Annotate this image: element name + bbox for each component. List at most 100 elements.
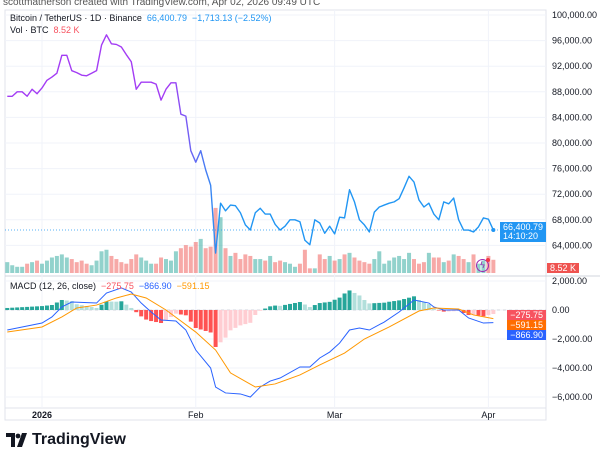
macd-histogram-bar (412, 296, 416, 310)
macd-histogram-bar (243, 310, 248, 325)
macd-histogram-bar (268, 306, 273, 310)
volume-bar (74, 262, 79, 273)
macd-histogram-bar (149, 310, 154, 322)
macd-legend: MACD (12, 26, close) −275.75 −866.90 −59… (10, 281, 209, 291)
volume-bar (119, 262, 124, 273)
macd-histogram-bar (59, 299, 64, 310)
volume-bar (456, 255, 461, 273)
macd-histogram-bar (144, 310, 149, 320)
macd-histogram-bar (421, 302, 426, 310)
macd-histogram-bar (397, 300, 402, 310)
time-tick-label: Mar (327, 410, 343, 420)
macd-histogram-bar (54, 302, 59, 310)
volume-bar (278, 260, 283, 273)
macd-histogram-bar (352, 292, 357, 310)
tradingview-logo[interactable]: TradingView (6, 431, 126, 449)
tradingview-logo-icon (6, 433, 27, 447)
macd-histogram-bar (164, 310, 168, 321)
volume-bar (178, 248, 183, 273)
macd-histogram-bar (253, 310, 258, 316)
volume-bar (109, 255, 114, 273)
volume-bar (253, 259, 258, 273)
macd-histogram-bar (347, 290, 352, 310)
macd-histogram-bar (218, 310, 223, 343)
volume-bar (412, 259, 416, 273)
volume-bar (466, 262, 471, 273)
volume-bar (416, 263, 421, 273)
price-tick-label: 64,000.00 (552, 240, 592, 250)
macd-histogram-bar (337, 297, 342, 310)
volume-bar (258, 259, 263, 273)
time-tick-label: 2026 (32, 410, 52, 420)
macd-histogram-bar (183, 310, 188, 316)
macd-hist-tag: −275.75 (507, 310, 546, 320)
macd-histogram-bar (367, 303, 372, 310)
macd-title[interactable]: MACD (12, 26, close) (10, 281, 97, 291)
macd-histogram-bar (89, 307, 94, 310)
volume-bar (35, 260, 40, 273)
macd-histogram-bar (362, 299, 367, 310)
volume-bar (20, 266, 25, 273)
macd-histogram-bar (20, 307, 25, 310)
volume-bar (312, 268, 317, 273)
macd-histogram-bar (317, 303, 322, 310)
macd-line-value: −866.90 (138, 281, 172, 291)
macd-histogram-bar (69, 301, 74, 310)
volume-bar (134, 254, 139, 273)
volume-bar (421, 262, 426, 273)
countdown-timer: 14:10:20 (502, 231, 538, 241)
macd-histogram-bar (322, 302, 327, 310)
macd-histogram-bar (129, 307, 134, 310)
volume-title[interactable]: Vol · BTC (10, 25, 49, 35)
volume-tag: 8.52 K (547, 263, 580, 273)
macd-histogram-bar (35, 306, 40, 310)
volume-bar (198, 238, 203, 273)
macd-histogram-bar (491, 310, 496, 314)
lightning-icon[interactable]: ϟ (476, 259, 489, 272)
macd-tick-label: −6,000.00 (552, 392, 592, 402)
macd-histogram-bar (114, 301, 119, 310)
volume-bar (213, 207, 218, 273)
symbol-title[interactable]: Bitcoin / TetherUS · 1D · Binance (10, 13, 142, 23)
macd-histogram-bar (357, 295, 362, 310)
volume-bar (144, 260, 149, 273)
volume-bar (64, 257, 69, 273)
macd-histogram-bar (288, 303, 292, 310)
macd-histogram-bar (233, 310, 238, 328)
volume-bar (69, 259, 74, 273)
macd-histogram-bar (387, 301, 392, 310)
volume-bar (337, 259, 342, 273)
price-tick-label: 88,000.00 (552, 87, 592, 97)
macd-histogram-bar (292, 302, 297, 310)
macd-histogram-bar (40, 306, 44, 310)
volume-bar (173, 251, 178, 273)
macd-histogram-bar (471, 310, 476, 315)
macd-histogram-bar (228, 310, 233, 331)
price-tick-label: 76,000.00 (552, 164, 592, 174)
volume-bar (89, 265, 94, 273)
macd-tick-label: −4,000.00 (552, 363, 592, 373)
tradingview-wordmark: TradingView (32, 431, 126, 448)
macd-histogram-bar (283, 304, 288, 310)
volume-bar (139, 257, 144, 273)
macd-histogram-bar (312, 305, 317, 310)
price-tick-label: 100,000.00 (552, 10, 597, 20)
macd-histogram-bar (223, 310, 228, 338)
volume-bar (263, 260, 268, 273)
price-tick-label: 68,000.00 (552, 215, 592, 225)
volume-bar (451, 254, 456, 273)
volume-bar (392, 257, 397, 273)
volume-bar (302, 249, 307, 273)
macd-histogram-bar (426, 304, 431, 310)
price-tag: 66,400.79 14:10:20 (499, 222, 546, 242)
macd-histogram-bar (382, 302, 387, 310)
macd-tick-label: 2,000.00 (552, 276, 587, 286)
attribution: scottmatherson created with TradingView.… (3, 0, 321, 8)
macd-histogram-bar (84, 306, 89, 310)
macd-histogram-bar (203, 310, 208, 331)
volume-bar (154, 263, 159, 273)
macd-histogram-bar (446, 310, 451, 312)
volume-bar (362, 262, 367, 273)
volume-bar (59, 254, 64, 273)
